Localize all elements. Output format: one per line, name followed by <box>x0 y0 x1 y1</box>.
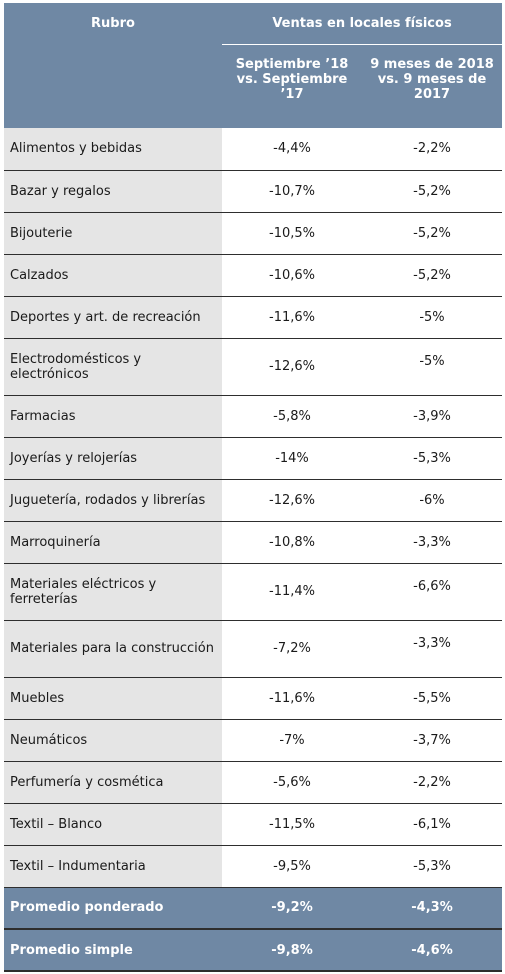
table-row: Alimentos y bebidas -4,4% -2,2% <box>4 128 503 171</box>
nine-months-value: -5% <box>362 296 503 339</box>
rubro-cell: Joyerías y relojerías <box>4 437 222 480</box>
september-value: -11,5% <box>222 803 362 846</box>
nine-months-value: -2,2% <box>362 761 503 804</box>
summary-nine-months-value: -4,3% <box>362 887 503 930</box>
summary-row: Promedio simple -9,8% -4,6% <box>4 929 503 972</box>
table-row: Juguetería, rodados y librerías -12,6% -… <box>4 479 503 522</box>
table-row: Textil – Blanco -11,5% -6,1% <box>4 803 503 846</box>
rubro-cell: Textil – Blanco <box>4 803 222 846</box>
rubro-cell: Farmacias <box>4 395 222 438</box>
rubro-cell: Calzados <box>4 254 222 297</box>
september-value: -7,2% <box>222 620 362 678</box>
table-row: Joyerías y relojerías -14% -5,3% <box>4 437 503 480</box>
table-row: Marroquinería -10,8% -3,3% <box>4 521 503 564</box>
summary-september-value: -9,8% <box>222 929 362 972</box>
september-value: -4,4% <box>222 128 362 171</box>
september-value: -14% <box>222 437 362 480</box>
summary-september-value: -9,2% <box>222 887 362 930</box>
september-value: -7% <box>222 719 362 762</box>
nine-months-value: -5% <box>362 338 503 396</box>
nine-months-value: -6,6% <box>362 563 503 621</box>
table-row: Calzados -10,6% -5,2% <box>4 254 503 297</box>
table-row: Electrodomésticos y electrónicos -12,6% … <box>4 338 503 396</box>
table-row: Muebles -11,6% -5,5% <box>4 677 503 720</box>
table-row: Neumáticos -7% -3,7% <box>4 719 503 762</box>
table-row: Perfumería y cosmética -5,6% -2,2% <box>4 761 503 804</box>
rubro-cell: Deportes y art. de recreación <box>4 296 222 339</box>
september-value: -9,5% <box>222 845 362 888</box>
rubro-cell: Perfumería y cosmética <box>4 761 222 804</box>
september-value: -5,8% <box>222 395 362 438</box>
sales-table: Rubro Ventas en locales físicos Septiemb… <box>4 3 503 972</box>
table-row: Materiales eléctricos y ferreterías -11,… <box>4 563 503 621</box>
nine-months-value: -2,2% <box>362 128 503 171</box>
rubro-cell: Muebles <box>4 677 222 720</box>
september-value: -11,6% <box>222 677 362 720</box>
september-value: -10,8% <box>222 521 362 564</box>
september-value: -5,6% <box>222 761 362 804</box>
rubro-cell: Bazar y regalos <box>4 170 222 213</box>
nine-months-value: -6,1% <box>362 803 503 846</box>
nine-months-value: -3,7% <box>362 719 503 762</box>
summary-label: Promedio simple <box>4 929 222 972</box>
nine-months-value: -5,5% <box>362 677 503 720</box>
september-value: -12,6% <box>222 338 362 396</box>
nine-months-value: -3,9% <box>362 395 503 438</box>
rubro-cell: Bijouterie <box>4 212 222 255</box>
september-value: -11,6% <box>222 296 362 339</box>
rubro-cell: Electrodomésticos y electrónicos <box>4 338 222 396</box>
rubro-cell: Materiales eléctricos y ferreterías <box>4 563 222 621</box>
table-row: Bazar y regalos -10,7% -5,2% <box>4 170 503 213</box>
september-value: -10,6% <box>222 254 362 297</box>
table-row: Bijouterie -10,5% -5,2% <box>4 212 503 255</box>
nine-months-value: -3,3% <box>362 620 503 678</box>
header-ventas: Ventas en locales físicos <box>222 3 503 45</box>
nine-months-value: -5,3% <box>362 845 503 888</box>
nine-months-value: -5,2% <box>362 254 503 297</box>
rubro-cell: Textil – Indumentaria <box>4 845 222 888</box>
september-value: -10,5% <box>222 212 362 255</box>
table-row: Textil – Indumentaria -9,5% -5,3% <box>4 845 503 888</box>
table-row: Materiales para la construcción -7,2% -3… <box>4 620 503 678</box>
summary-row: Promedio ponderado -9,2% -4,3% <box>4 887 503 930</box>
rubro-cell: Juguetería, rodados y librerías <box>4 479 222 522</box>
header-nine-months: 9 meses de 2018 vs. 9 meses de 2017 <box>362 44 503 128</box>
nine-months-value: -5,3% <box>362 437 503 480</box>
header-rubro: Rubro <box>4 3 222 128</box>
rubro-cell: Materiales para la construcción <box>4 620 222 678</box>
table-row: Farmacias -5,8% -3,9% <box>4 395 503 438</box>
rubro-cell: Alimentos y bebidas <box>4 128 222 171</box>
september-value: -10,7% <box>222 170 362 213</box>
table-row: Deportes y art. de recreación -11,6% -5% <box>4 296 503 339</box>
nine-months-value: -3,3% <box>362 521 503 564</box>
summary-label: Promedio ponderado <box>4 887 222 930</box>
september-value: -12,6% <box>222 479 362 522</box>
header-september: Septiembre ’18 vs. Septiembre ’17 <box>222 44 362 128</box>
nine-months-value: -5,2% <box>362 170 503 213</box>
september-value: -11,4% <box>222 563 362 621</box>
nine-months-value: -5,2% <box>362 212 503 255</box>
rubro-cell: Neumáticos <box>4 719 222 762</box>
rubro-cell: Marroquinería <box>4 521 222 564</box>
summary-nine-months-value: -4,6% <box>362 929 503 972</box>
nine-months-value: -6% <box>362 479 503 522</box>
